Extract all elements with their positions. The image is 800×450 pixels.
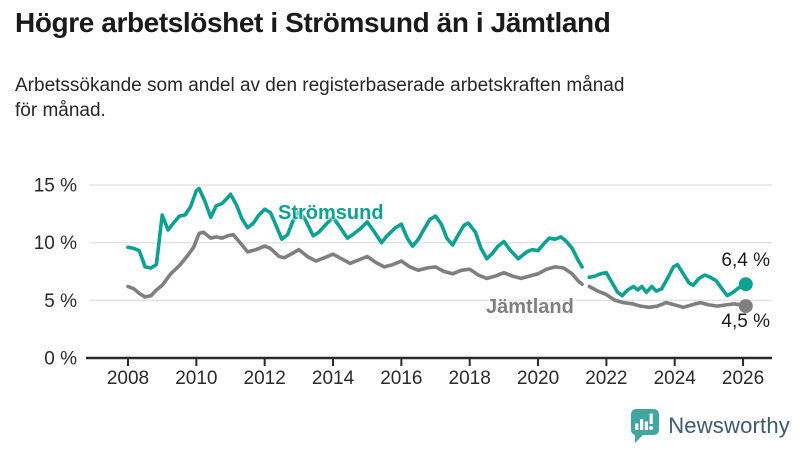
x-tick-label: 2020 — [517, 368, 559, 389]
x-tick-label: 2018 — [449, 368, 491, 389]
chart-title: Högre arbetslöshet i Strömsund än i Jämt… — [15, 7, 611, 38]
x-tick-label: 2022 — [585, 368, 627, 389]
x-tick-label: 2016 — [380, 368, 422, 389]
line-jmtland — [126, 230, 584, 299]
end-value-label-stromsund: 6,4 % — [721, 250, 770, 271]
logo-exclamation-bar — [649, 413, 653, 424]
chart-subtitle: Arbetssökande som andel av den registerb… — [15, 73, 790, 124]
x-tick-label: 2012 — [244, 368, 286, 389]
y-tick-label: 10 % — [34, 233, 77, 254]
x-tick-label: 2024 — [654, 368, 697, 389]
series-label-stromsund: Strömsund — [278, 202, 384, 224]
chart-subtitle-line-1: Arbetssökande som andel av den registerb… — [15, 75, 625, 96]
x-tick-label: 2026 — [722, 368, 764, 389]
logo-exclamation-dot — [649, 426, 654, 430]
y-tick-label: 0 % — [44, 349, 77, 370]
end-dot-strmsund — [738, 277, 753, 292]
line-jmtland — [587, 284, 748, 310]
newsworthy-logo-icon — [631, 409, 660, 443]
logo-bar-3 — [644, 421, 649, 430]
end-dot-jmtland — [738, 299, 753, 314]
y-tick-label: 5 % — [44, 291, 77, 312]
logo-bar-1 — [635, 423, 639, 430]
x-tick-label: 2014 — [312, 368, 355, 389]
newsworthy-branding: Newsworthy — [629, 408, 790, 444]
x-tick-label: 2010 — [175, 368, 217, 389]
line-strmsund — [126, 186, 584, 270]
x-tick-label: 2008 — [107, 368, 149, 389]
line-strmsund — [587, 262, 748, 298]
end-value-label-jamtland: 4,5 % — [721, 311, 770, 332]
y-tick-label: 15 % — [34, 176, 77, 197]
brand-name: Newsworthy — [668, 413, 790, 438]
series-label-jamtland: Jämtland — [486, 296, 574, 318]
chart-subtitle-line-2: för månad. — [15, 100, 106, 122]
logo-bar-2 — [640, 419, 644, 430]
